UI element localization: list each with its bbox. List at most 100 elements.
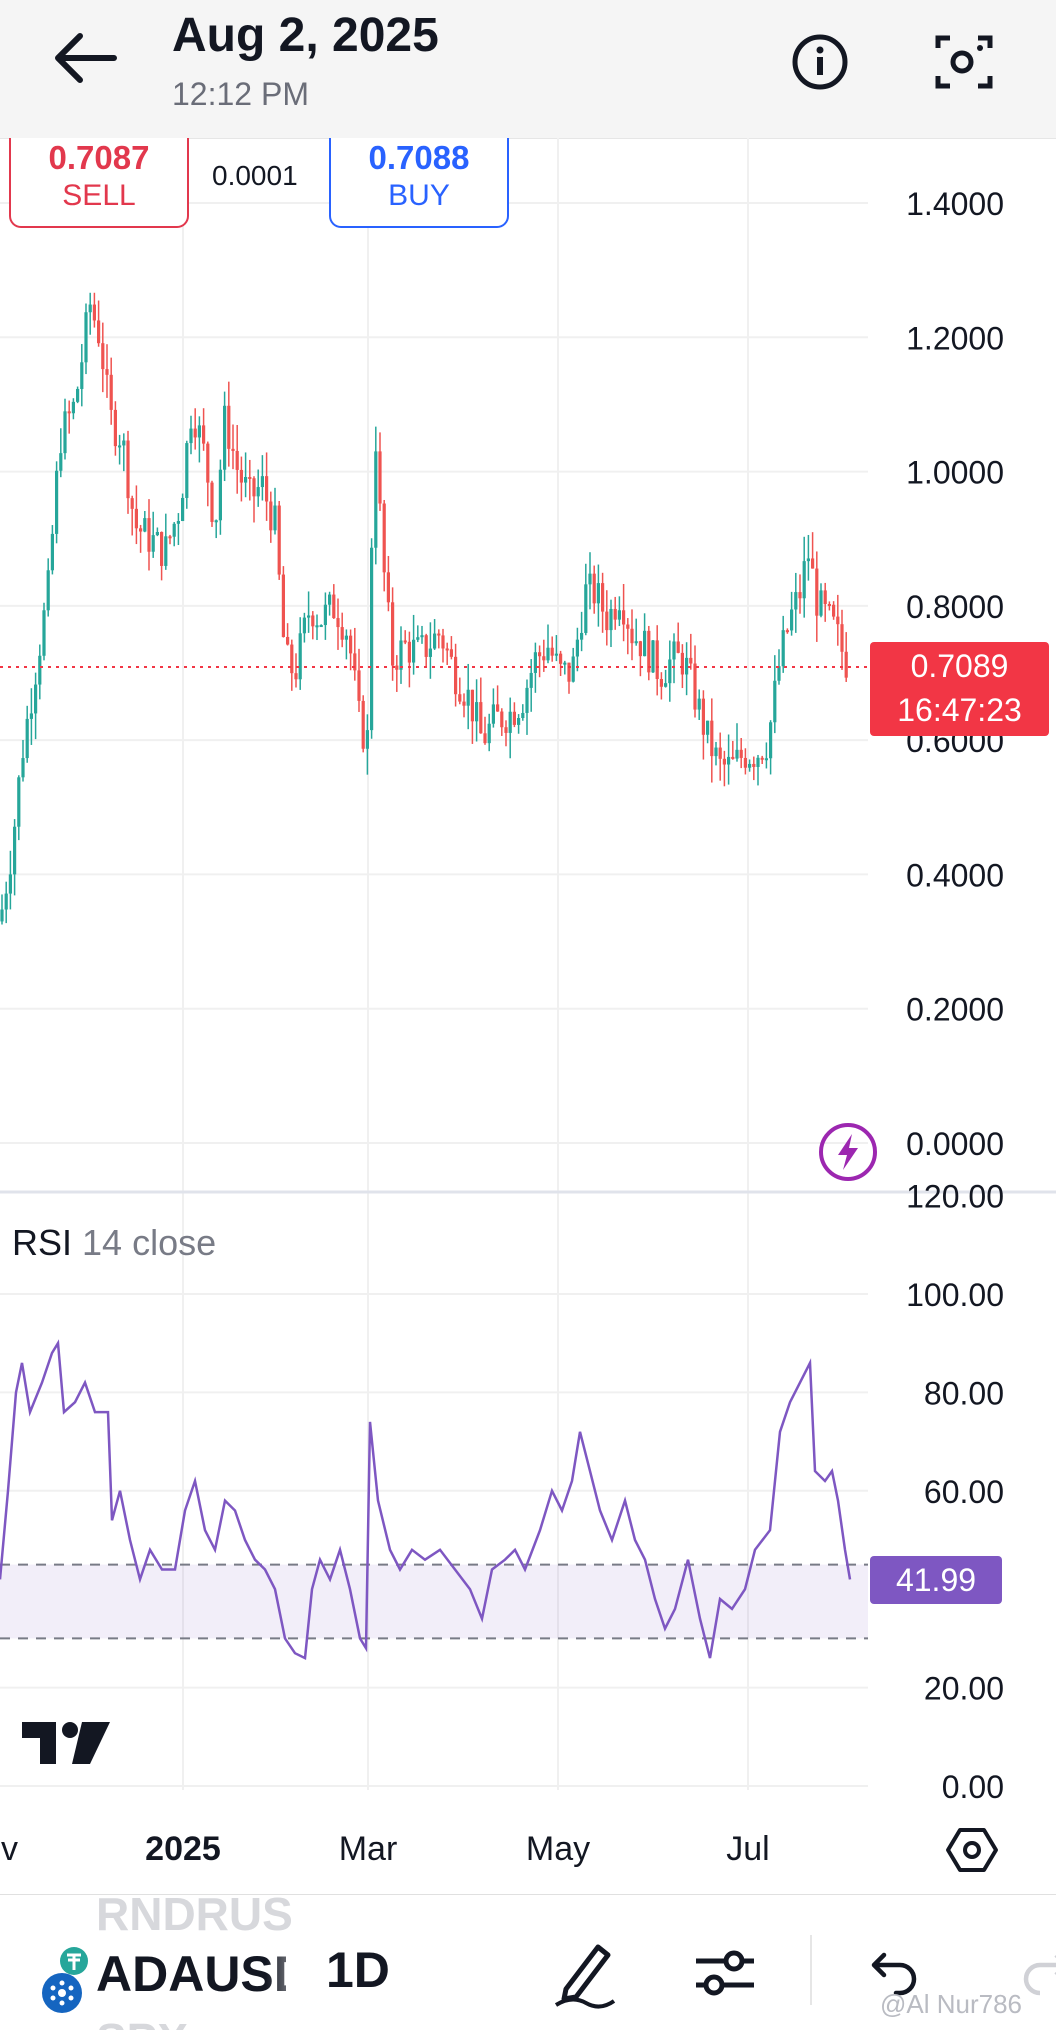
candle-body [592,573,596,604]
candle-body [155,532,159,536]
undo-button[interactable] [870,1947,920,1997]
snapshot-icon [935,35,993,89]
rsi-value-tag: 41.99 [870,1556,1002,1604]
price-chart[interactable]: 1.40001.20001.00000.80000.60000.40000.20… [0,138,1056,1894]
rsi-axis-label: 60.00 [924,1474,1004,1510]
chart-settings-button[interactable] [944,1822,1000,1878]
candle-body [773,680,777,723]
candle-body [722,758,726,765]
candle-body [311,615,315,627]
sell-price: 0.7087 [48,139,150,176]
redo-button[interactable] [1020,1947,1056,1997]
bar-time: 12:12 PM [172,76,309,112]
interval-selector[interactable]: 1D [326,1942,390,1998]
buy-label: BUY [388,179,450,212]
candle-body [231,448,235,451]
candle-body [525,687,529,713]
candle-body [412,639,416,663]
candle-body [756,757,760,767]
candle-body [185,443,189,498]
candle-body [332,594,336,619]
candle-body [487,723,491,744]
rsi-indicator-label[interactable]: RSI 14 close [12,1222,216,1264]
chart-area[interactable]: 1.4000 1.2000 1.0000 0.8000 0.6000 0.4000 0.20… [0,138,1056,1894]
candle-body [361,700,365,749]
candle-body [38,655,42,685]
rsi-axis-label: 20.00 [924,1671,1004,1707]
candle-body [827,604,831,607]
cardano-coin-icon [36,1943,96,2019]
price-axis-label: 1.0000 [906,455,1004,491]
candle-body [17,777,21,827]
candle-body [97,320,101,344]
candle-body [806,558,810,562]
drawing-tools-button[interactable] [552,1937,616,2009]
candle-body [475,702,479,722]
candle-body [819,590,823,616]
pencil-icon [554,1944,616,2009]
symbol-name: ADAUSD [96,1946,286,2002]
bar-countdown: 16:47:23 [897,692,1022,728]
candle-body [626,624,630,629]
sell-button[interactable]: 0.7087 SELL [9,138,189,228]
candle-body [479,702,483,734]
candle-body [416,637,420,640]
candle-body [328,594,332,605]
candle-body [130,498,134,509]
price-axis-label: 0.4000 [906,857,1004,893]
candle-body [685,657,689,675]
settings-hexagon-icon [946,1828,998,1872]
candle-body [496,704,500,712]
candle-body [764,758,768,761]
lightning-button[interactable] [816,1120,880,1184]
top-bar: Aug 2, 2025 12:12 PM [0,0,1056,139]
info-icon [792,34,848,90]
candle-body [701,698,705,735]
info-button[interactable] [780,22,860,102]
candle-body [139,528,143,532]
candle-body [197,425,201,438]
candle-body [538,652,542,657]
candle-body [298,633,302,680]
snapshot-button[interactable] [924,22,1004,102]
candle-body [244,477,248,483]
candle-body [193,428,197,438]
candle-body [735,749,739,759]
candle-body [218,469,222,521]
candle-body [181,497,185,522]
candle-body [63,411,67,454]
symbol-selector[interactable]: ADAUSD [36,1939,326,2019]
candle-body [13,826,17,875]
candle-body [563,662,567,665]
rsi-name: RSI [12,1222,73,1263]
candle-body [785,630,789,633]
candle-body [647,630,651,673]
candle-body [42,610,46,656]
back-button[interactable] [44,14,132,102]
candle-body [638,641,642,657]
candle-body [34,684,38,714]
candle-body [554,653,558,656]
candle-body [483,733,487,744]
candle-body [550,647,554,656]
indicators-button[interactable] [692,1943,758,2003]
candle-body [46,570,50,611]
back-arrow-icon [55,33,117,83]
toolbar-divider [810,1935,812,2005]
tradingview-logo [20,1718,112,1766]
buy-button[interactable]: 0.7088 BUY [329,138,509,228]
price-axis-label: 0.0000 [906,1126,1004,1162]
price-axis-label: 0.8000 [906,589,1004,625]
symbol-scroll-above: RNDRUS [96,1894,293,1940]
symbol-scroll-below: SPX [96,2013,188,2030]
time-axis-label: May [526,1830,590,1868]
candle-body [319,625,323,628]
candle-body [559,653,563,664]
time-axis-label: ov [0,1830,18,1868]
candle-body [613,608,617,620]
price-axis-label: 1.2000 [906,320,1004,356]
candle-body [281,574,285,637]
candle-body [445,648,449,651]
candle-body [353,653,357,671]
candle-body [676,641,680,653]
